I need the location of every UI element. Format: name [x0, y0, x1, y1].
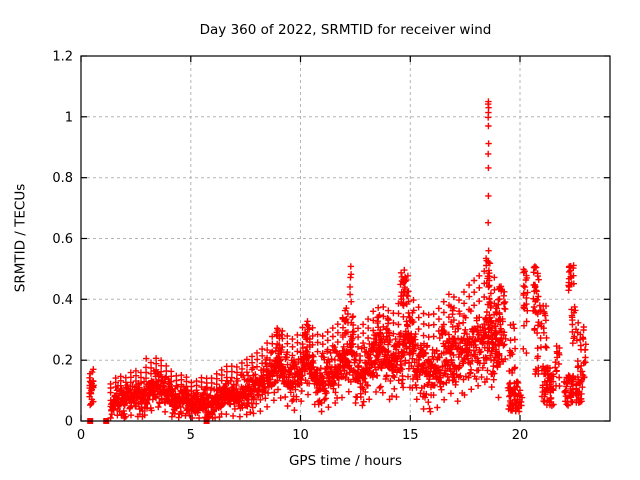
y-tick-label: 0	[65, 415, 73, 430]
chart-title: Day 360 of 2022, SRMTID for receiver win…	[199, 22, 492, 38]
x-tick-label: 10	[292, 428, 309, 443]
y-tick-label: 0.6	[52, 232, 73, 247]
x-tick-label: 0	[77, 428, 85, 443]
y-tick-label: 0.2	[52, 354, 73, 369]
plot-border	[80, 55, 611, 422]
x-tick-label: 15	[402, 428, 419, 443]
x-tick-label: 20	[512, 428, 529, 443]
y-tick-label: 1	[65, 110, 73, 125]
scatter-points	[86, 98, 589, 422]
x-tick-label: 5	[187, 428, 195, 443]
x-axis-label: GPS time / hours	[288, 453, 403, 469]
y-tick-label: 1.2	[52, 50, 73, 65]
y-tick-label: 0.8	[52, 171, 73, 186]
y-tick-label: 0.4	[52, 293, 73, 308]
